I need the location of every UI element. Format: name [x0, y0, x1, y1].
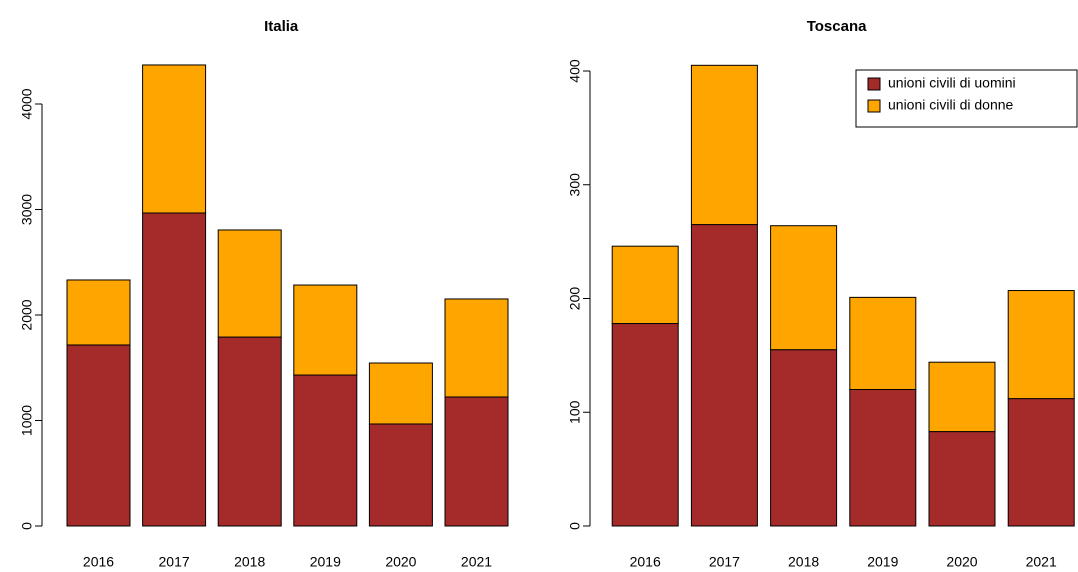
y-tick-label: 4000	[19, 88, 35, 119]
bar-segment	[928, 431, 996, 527]
y-tick-label: 400	[567, 59, 583, 83]
x-tick-label: 2021	[461, 554, 492, 570]
x-tick-label: 2016	[83, 554, 114, 570]
bar-segment	[770, 349, 838, 527]
bar-segment	[849, 389, 917, 527]
y-tick-label: 0	[19, 522, 35, 530]
x-tick-label: 2017	[709, 554, 740, 570]
legend-swatch	[867, 77, 881, 91]
legend-label: unioni civili di uomini	[888, 75, 1016, 91]
x-tick-label: 2020	[946, 554, 977, 570]
y-tick-label: 200	[567, 287, 583, 311]
bar-segment	[217, 229, 282, 338]
bar-segment	[1007, 398, 1075, 527]
x-tick-label: 2018	[234, 554, 265, 570]
bar-segment	[66, 344, 131, 527]
bar-segment	[66, 279, 131, 346]
y-tick-label: 100	[567, 400, 583, 424]
x-tick-label: 2016	[630, 554, 661, 570]
legend-box	[855, 69, 1078, 128]
bar-segment	[293, 284, 358, 376]
x-tick-label: 2017	[159, 554, 190, 570]
bar-segment	[293, 374, 358, 527]
bar-segment	[444, 298, 509, 398]
bar-segment	[611, 323, 679, 527]
y-tick-label: 3000	[19, 194, 35, 225]
x-tick-label: 2019	[310, 554, 341, 570]
bar-segment	[142, 64, 207, 214]
bar-segment	[1007, 290, 1075, 400]
bar-segment	[690, 224, 758, 527]
chart-title: Italia	[264, 18, 299, 35]
x-tick-label: 2019	[867, 554, 898, 570]
bar-segment	[444, 396, 509, 527]
bar-segment	[611, 245, 679, 325]
x-tick-label: 2021	[1026, 554, 1057, 570]
bar-segment	[849, 296, 917, 390]
x-tick-label: 2018	[788, 554, 819, 570]
y-tick-label: 1000	[19, 405, 35, 436]
bar-segment	[368, 362, 433, 425]
chart-title: Toscana	[807, 18, 867, 35]
y-tick-label: 2000	[19, 299, 35, 330]
bar-segment	[690, 64, 758, 226]
legend-label: unioni civili di donne	[888, 97, 1014, 113]
bar-segment	[142, 212, 207, 527]
legend-swatch	[867, 99, 881, 113]
y-tick-label: 0	[567, 522, 583, 530]
bar-segment	[368, 423, 433, 527]
y-tick-label: 300	[567, 173, 583, 197]
bar-segment	[217, 336, 282, 527]
x-tick-label: 2020	[385, 554, 416, 570]
bar-segment	[928, 361, 996, 433]
bar-segment	[770, 225, 838, 351]
